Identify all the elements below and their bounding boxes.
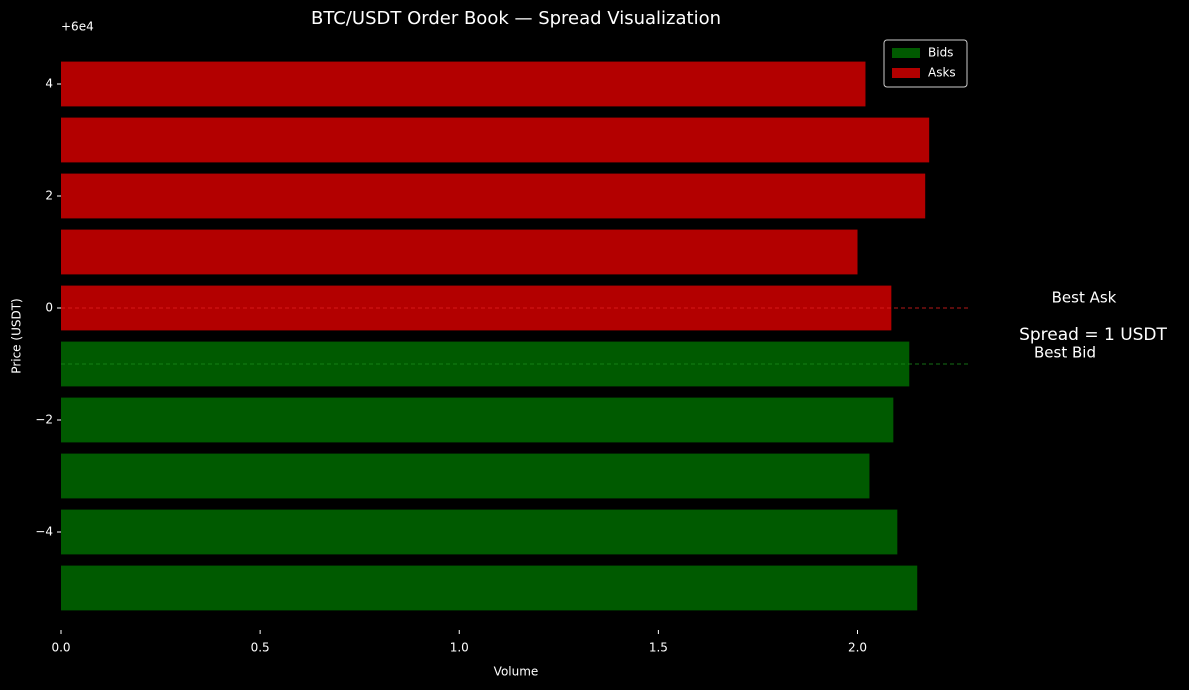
x-tick-label: 0.5	[251, 641, 270, 655]
y-tick-label: −4	[35, 525, 53, 539]
bar	[61, 117, 930, 163]
y-tick-label: 2	[45, 189, 53, 203]
legend-label: Asks	[928, 66, 956, 80]
bar	[61, 173, 926, 219]
legend-swatch	[892, 68, 920, 78]
legend-swatch	[892, 48, 920, 58]
y-axis-label: Price (USDT)	[10, 298, 24, 373]
spread-label: Spread = 1 USDT	[1019, 325, 1167, 345]
y-tick-label: −2	[35, 413, 53, 427]
legend-label: Bids	[928, 46, 953, 60]
x-axis-label: Volume	[494, 665, 539, 679]
bar	[61, 565, 918, 611]
x-tick-label: 1.5	[649, 641, 668, 655]
bar	[61, 229, 858, 275]
x-tick-label: 1.0	[450, 641, 469, 655]
bar	[61, 397, 894, 443]
axis-offset: +6e4	[61, 20, 94, 34]
y-tick-label: 0	[45, 301, 53, 315]
bar	[61, 509, 898, 555]
best-bid-label: Best Bid	[1034, 344, 1096, 362]
x-tick-label: 0.0	[51, 641, 70, 655]
y-tick-label: 4	[45, 77, 53, 91]
chart-title: BTC/USDT Order Book — Spread Visualizati…	[311, 8, 721, 29]
best-ask-label: Best Ask	[1052, 289, 1117, 307]
legend-box	[883, 39, 968, 88]
x-tick-label: 2.0	[848, 641, 867, 655]
bar	[61, 61, 866, 107]
bar	[61, 453, 870, 499]
